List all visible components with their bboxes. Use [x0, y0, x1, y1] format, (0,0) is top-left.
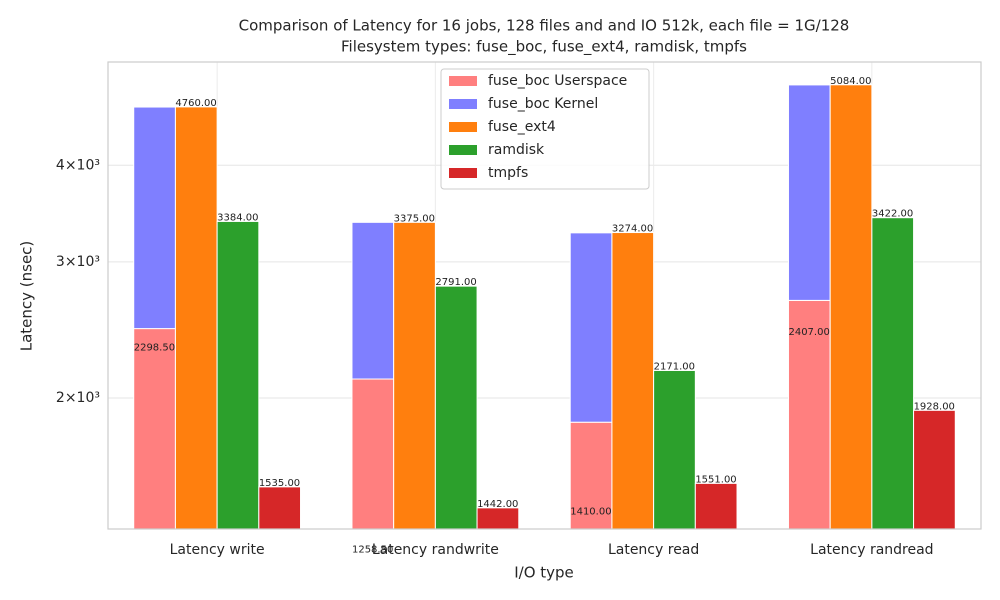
- bar: [393, 221, 436, 530]
- legend-label: fuse_boc Userspace: [488, 73, 627, 89]
- bar: [694, 482, 738, 530]
- value-label: 1442.00: [477, 499, 518, 510]
- value-label: 5084.00: [830, 76, 871, 87]
- x-tick-label: Latency read: [608, 542, 699, 558]
- legend-swatch: [449, 76, 477, 86]
- bar: [174, 106, 218, 530]
- bar: [787, 84, 831, 301]
- y-tick-label: 2×10³: [56, 390, 100, 406]
- x-tick-label: Latency randwrite: [372, 542, 499, 558]
- bar: [351, 378, 395, 530]
- x-tick-label: Latency randread: [810, 542, 933, 558]
- bar: [871, 217, 915, 530]
- legend-label: tmpfs: [488, 165, 528, 181]
- legend-swatch: [449, 122, 477, 132]
- x-axis-label: I/O type: [514, 564, 574, 582]
- bar: [258, 486, 302, 530]
- value-label: 1551.00: [695, 474, 736, 485]
- x-tick-label: Latency write: [170, 542, 265, 558]
- value-label: 2298.50: [134, 342, 175, 353]
- value-label: 3375.00: [394, 213, 435, 224]
- bar: [569, 232, 613, 423]
- legend-box: [440, 68, 650, 190]
- value-label: 1928.00: [914, 401, 955, 412]
- value-label: 1535.00: [259, 478, 300, 489]
- legend-swatch: [449, 168, 477, 178]
- bar: [611, 232, 655, 530]
- legend-label: fuse_boc Kernel: [488, 96, 598, 112]
- legend-label: ramdisk: [488, 142, 545, 158]
- value-label: 2791.00: [435, 277, 476, 288]
- plot-frame: [107, 61, 982, 530]
- bar: [653, 369, 696, 530]
- value-label: 3274.00: [612, 224, 653, 235]
- bar: [829, 84, 873, 530]
- bar: [133, 328, 176, 530]
- legend-swatch: [449, 145, 477, 155]
- chart-subtitle: Filesystem types: fuse_boc, fuse_ext4, r…: [341, 38, 747, 57]
- legend-label: fuse_ext4: [488, 119, 556, 135]
- value-label: 1258.50: [352, 545, 393, 556]
- y-axis-label: Latency (nsec): [18, 241, 36, 352]
- bar: [476, 507, 520, 530]
- legend-swatch: [449, 99, 477, 109]
- value-label: 1410.00: [570, 506, 611, 517]
- bar: [434, 285, 478, 530]
- bar: [216, 220, 260, 530]
- value-label: 3422.00: [872, 209, 913, 220]
- bar: [913, 409, 956, 530]
- chart-title: Comparison of Latency for 16 jobs, 128 f…: [239, 17, 850, 35]
- y-tick-label: 3×10³: [56, 254, 100, 270]
- value-label: 2407.00: [788, 327, 829, 338]
- value-label: 2171.00: [654, 361, 695, 372]
- y-tick-label: 4×10³: [56, 157, 100, 173]
- bar: [351, 221, 395, 380]
- bar: [133, 106, 176, 330]
- value-label: 4760.00: [175, 98, 216, 109]
- value-label: 3384.00: [217, 212, 258, 223]
- bar: [787, 299, 831, 530]
